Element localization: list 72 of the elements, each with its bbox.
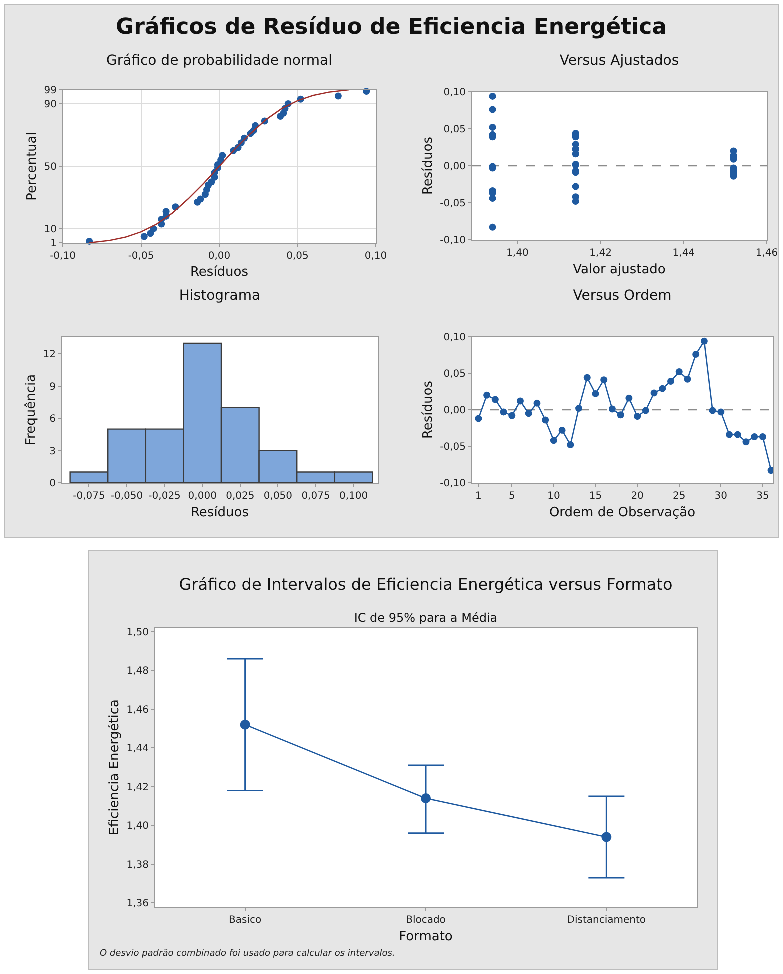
- x-tick-label: 0,05: [286, 251, 309, 262]
- y-axis-title: Eficiencia Energética: [108, 700, 123, 836]
- text: O desvio padrão combinado foi usado para calcular os intervalos.: [100, 949, 396, 959]
- y-tick-label: 0,10: [444, 332, 466, 344]
- x-tick-label: 30: [714, 491, 728, 502]
- text: Gráficos de Resíduo de Eficiencia Energética: [115, 14, 668, 42]
- x-axis-title: Resíduos: [190, 506, 250, 521]
- y-tick-label: 1,38: [126, 860, 149, 871]
- x-tick-label: Basico: [229, 915, 262, 926]
- x-tick-label: 1: [476, 491, 482, 502]
- x-tick-label: 0,10: [364, 251, 388, 262]
- x-tick-label: 0,025: [226, 491, 255, 502]
- x-tick-label: 25: [672, 491, 686, 502]
- x-tick-label: 1,44: [672, 248, 696, 259]
- x-tick-label: 10: [548, 491, 560, 502]
- x-tick-label: -0,050: [110, 491, 144, 502]
- x-tick-label: 5: [508, 491, 516, 502]
- y-tick-label: 1,40: [126, 821, 149, 832]
- x-tick-label: 35: [756, 491, 770, 502]
- y-tick-label: 6: [50, 414, 56, 426]
- y-tick-label: -0,10: [440, 236, 466, 246]
- y-tick-label: 0,05: [444, 369, 466, 380]
- y-axis-title: Resíduos: [421, 136, 436, 196]
- y-tick-label: 0,10: [444, 88, 466, 98]
- chart-title: Versus Ajustados: [560, 52, 680, 69]
- x-tick-label: 1,46: [756, 248, 778, 259]
- x-tick-label: Blocado: [406, 915, 446, 926]
- y-tick-label: 12: [43, 350, 56, 361]
- x-axis-title: Formato: [399, 930, 453, 945]
- y-tick-label: 3: [50, 446, 56, 458]
- x-tick-label: -0,075: [73, 491, 106, 502]
- x-axis-title: Valor ajustado: [573, 262, 666, 278]
- chart-title: Versus Ordem: [573, 288, 672, 304]
- y-tick-label: 1: [50, 238, 57, 250]
- x-tick-label: 0,00: [208, 251, 231, 262]
- y-tick-label: 90: [44, 100, 57, 111]
- y-tick-label: -0,10: [440, 478, 466, 490]
- chart-subtitle: IC de 95% para a Média: [354, 610, 498, 625]
- y-axis-title: Frequência: [24, 374, 40, 446]
- y-tick-label: 9: [50, 382, 56, 393]
- y-tick-label: 0,05: [444, 124, 466, 136]
- x-tick-label: 1,42: [590, 248, 612, 259]
- y-tick-label: -0,05: [440, 198, 466, 210]
- y-tick-label: -0,05: [440, 442, 466, 453]
- x-tick-label: 15: [589, 491, 602, 502]
- x-tick-label: Distanciamento: [567, 915, 646, 926]
- x-tick-label: 1,40: [506, 248, 529, 259]
- x-axis-title: Ordem de Observação: [549, 506, 696, 521]
- y-tick-label: 50: [44, 162, 57, 173]
- x-tick-label: 0,075: [302, 491, 330, 502]
- chart-title: Gráfico de probabilidade normal: [106, 52, 333, 69]
- y-tick-label: 1,36: [126, 898, 149, 910]
- x-tick-label: 20: [631, 491, 644, 502]
- y-tick-label: 1,42: [126, 782, 149, 794]
- y-tick-label: 1,50: [126, 627, 149, 638]
- y-axis-title: Resíduos: [421, 380, 436, 440]
- y-tick-label: 0,00: [444, 406, 466, 416]
- y-tick-label: 1,44: [126, 744, 149, 755]
- chart-title: Histograma: [179, 288, 261, 304]
- x-axis-title: Resíduos: [190, 265, 249, 280]
- y-tick-label: 10: [44, 224, 57, 236]
- y-tick-label: 1,48: [126, 666, 149, 678]
- x-tick-label: -0,025: [148, 491, 181, 502]
- y-axis-title: Percentual: [25, 132, 40, 201]
- chart-title: Gráfico de Intervalos de Eficiencia Energética versus Formato: [179, 575, 673, 594]
- x-tick-label: 0,050: [264, 491, 293, 502]
- y-tick-label: 99: [44, 86, 57, 96]
- y-tick-label: 0,00: [444, 162, 466, 172]
- y-tick-label: 0: [50, 478, 56, 490]
- y-tick-label: 1,46: [126, 704, 149, 716]
- x-tick-label: 0,100: [339, 491, 368, 502]
- x-tick-label: 0,000: [188, 491, 217, 502]
